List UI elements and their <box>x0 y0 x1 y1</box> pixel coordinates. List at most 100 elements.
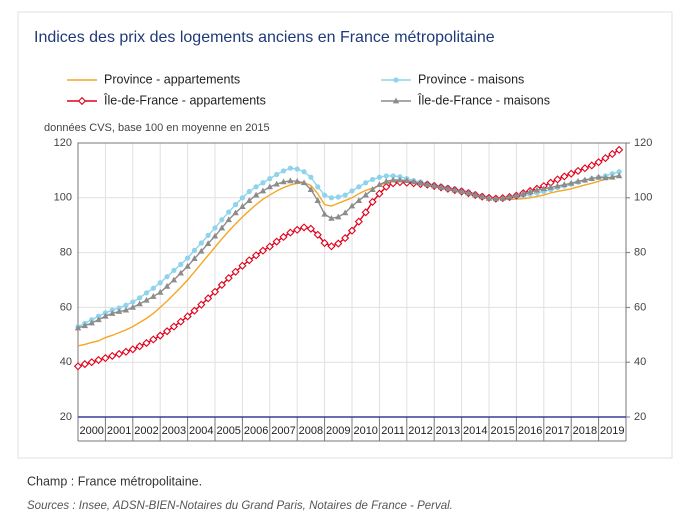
point <box>341 234 350 243</box>
point <box>499 194 506 201</box>
point <box>554 182 561 189</box>
x-tick-label: 2004 <box>189 425 213 437</box>
point <box>307 186 315 192</box>
x-tick-label: 2010 <box>353 425 377 437</box>
point <box>375 189 384 198</box>
point <box>383 173 389 179</box>
point <box>143 290 150 296</box>
point <box>191 247 198 254</box>
point <box>615 145 624 154</box>
point <box>533 186 541 193</box>
point <box>239 203 246 209</box>
x-tick-label: 2015 <box>490 425 514 437</box>
x-tick-label: 2009 <box>326 425 350 437</box>
point <box>274 171 280 178</box>
y2-tick-label: 60 <box>634 301 646 313</box>
point <box>348 202 356 209</box>
point <box>376 174 382 180</box>
point <box>212 225 218 231</box>
y2-tick-label: 20 <box>634 411 646 423</box>
point <box>142 338 151 348</box>
point <box>328 195 335 201</box>
x-tick-label: 2001 <box>107 425 131 437</box>
point <box>465 189 472 196</box>
y2-tick-label: 40 <box>634 356 646 368</box>
x-tick-label: 2002 <box>134 425 158 437</box>
point <box>306 224 315 233</box>
point <box>231 267 240 276</box>
x-tick-label: 2018 <box>573 425 597 437</box>
point <box>246 197 253 203</box>
point <box>81 322 89 329</box>
point <box>184 262 191 269</box>
point <box>169 322 178 331</box>
point <box>260 180 266 186</box>
x-tick-label: 2008 <box>299 425 323 437</box>
point <box>211 232 219 239</box>
point <box>150 293 157 299</box>
point <box>178 261 184 267</box>
point <box>129 304 136 310</box>
y-tick-label: 20 <box>60 411 72 423</box>
x-tick-label: 2014 <box>463 425 487 437</box>
point <box>176 317 185 326</box>
point <box>115 349 124 359</box>
point <box>574 177 582 184</box>
point <box>191 255 198 262</box>
point <box>88 319 95 326</box>
point <box>122 306 130 313</box>
point <box>553 175 562 184</box>
caption: Champ : France métropolitaine. <box>27 474 202 488</box>
point <box>101 354 110 363</box>
point <box>472 191 479 198</box>
point <box>273 180 280 187</box>
point <box>431 182 438 189</box>
point <box>252 251 261 260</box>
point <box>334 239 343 248</box>
point <box>225 216 232 223</box>
point <box>301 169 307 175</box>
point <box>547 183 554 190</box>
subtitle: données CVS, base 100 en moyenne en 2015 <box>44 122 270 134</box>
point <box>128 345 137 354</box>
point <box>197 300 206 309</box>
point <box>137 295 143 301</box>
point <box>382 182 391 191</box>
point <box>347 226 357 235</box>
point <box>567 169 576 178</box>
point <box>355 197 363 203</box>
point <box>451 186 458 193</box>
x-tick-label: 2017 <box>545 425 569 437</box>
point <box>417 179 424 186</box>
point <box>424 181 431 188</box>
point <box>485 194 493 201</box>
point <box>198 240 204 246</box>
point <box>506 193 513 200</box>
point <box>157 288 164 295</box>
point <box>190 306 199 315</box>
point <box>94 355 103 365</box>
x-tick-label: 2011 <box>381 425 405 437</box>
point <box>204 294 213 303</box>
point <box>602 174 609 181</box>
point <box>560 172 569 181</box>
point <box>361 208 370 217</box>
point <box>328 214 335 221</box>
y-tick-label: 100 <box>54 192 72 204</box>
point <box>246 188 252 195</box>
point <box>253 184 259 190</box>
x-tick-label: 2000 <box>79 425 103 437</box>
point <box>609 173 616 180</box>
point <box>80 360 89 369</box>
point <box>266 183 273 190</box>
point <box>224 274 233 283</box>
point <box>342 192 348 198</box>
x-tick-label: 2016 <box>518 425 542 437</box>
point <box>116 305 122 311</box>
point <box>321 210 328 217</box>
point <box>205 232 211 238</box>
point <box>265 242 274 251</box>
point <box>595 173 602 180</box>
point <box>520 190 527 197</box>
